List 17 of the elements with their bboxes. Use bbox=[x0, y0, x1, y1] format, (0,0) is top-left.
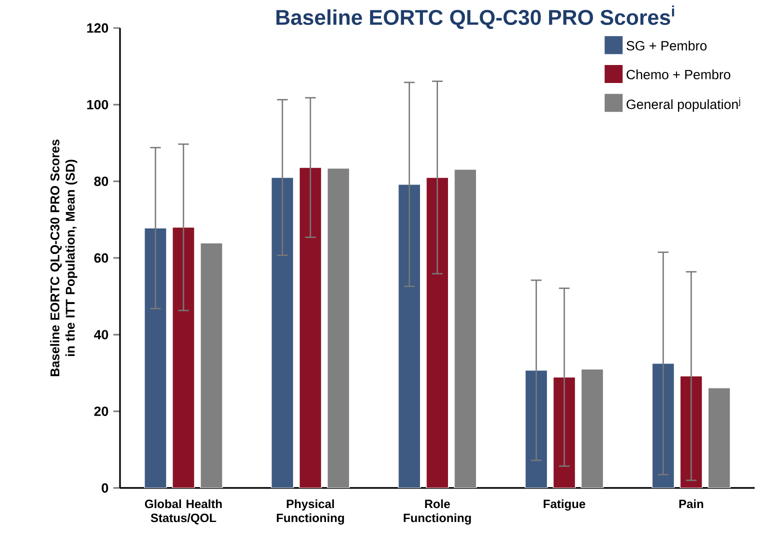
y-axis-title: Baseline EORTC QLQ-C30 PRO Scores in the ITT Population, Mean (SD) bbox=[50, 140, 78, 376]
y-tick-label: 80 bbox=[94, 176, 108, 186]
y-tick-label: 40 bbox=[94, 330, 108, 340]
legend-label: Chemo + Pembro bbox=[626, 70, 730, 80]
x-tick-label: Role Functioning bbox=[404, 499, 471, 525]
legend-label: General population$^{j}$ bbox=[626, 97, 740, 112]
y-tick-label: 100 bbox=[87, 100, 108, 110]
y-tick-label: 60 bbox=[94, 253, 108, 263]
x-tick-label: Physical Functioning bbox=[276, 499, 344, 525]
x-tick-label: Global Health Status/QOL bbox=[144, 499, 222, 524]
x-tick-label: Pain bbox=[679, 499, 704, 508]
y-tick-label: 20 bbox=[94, 406, 108, 416]
x-tick-label: Fatigue bbox=[544, 499, 586, 511]
y-tick-label: 0 bbox=[102, 483, 108, 493]
y-tick-label: 120 bbox=[87, 23, 108, 33]
chart-title: Baseline EORTC QLQ-C30 PRO Scores$^{i}$ bbox=[276, 6, 674, 29]
legend-label: SG + Pembro bbox=[626, 40, 707, 50]
